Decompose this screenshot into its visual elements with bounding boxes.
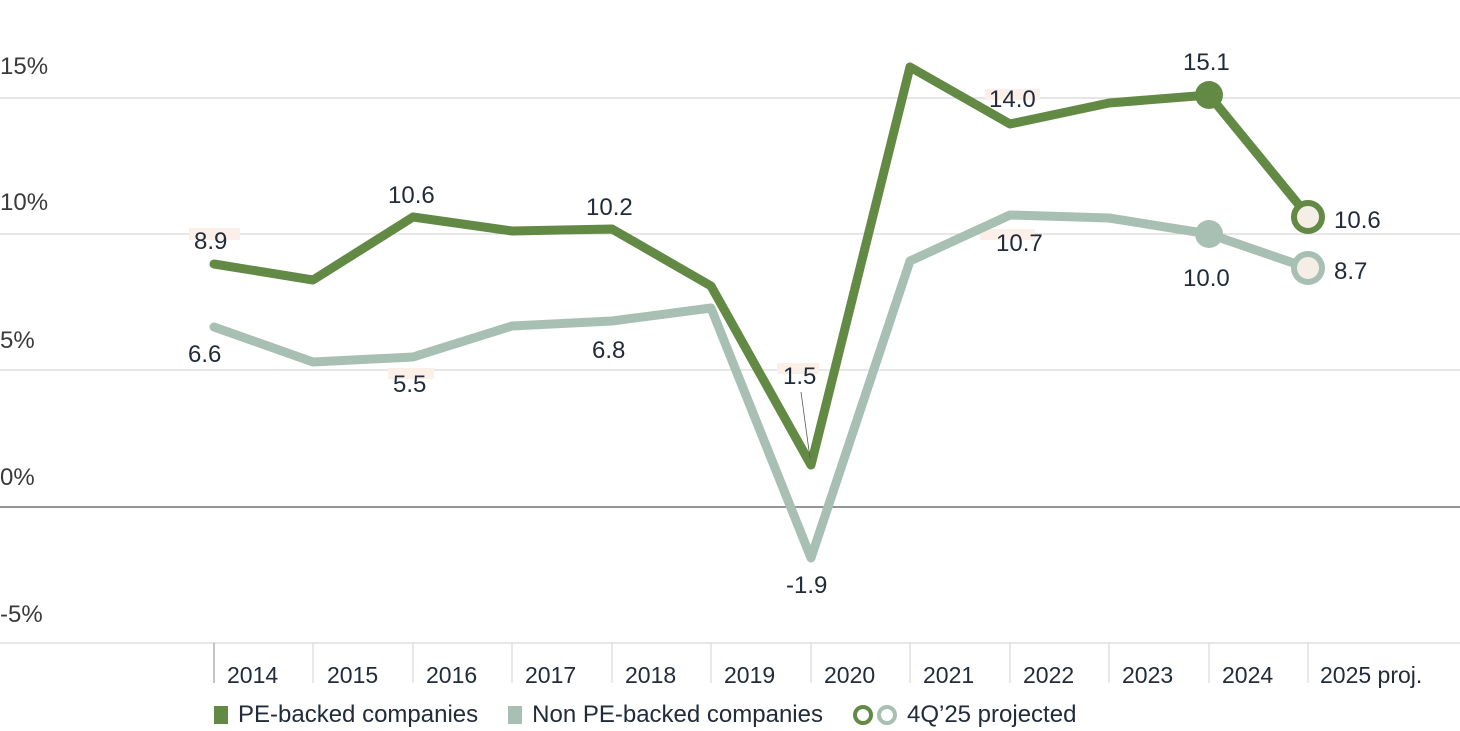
- y-tick-label: 0%: [0, 464, 35, 491]
- data-label: 6.6: [188, 341, 221, 368]
- data-label: 5.5: [393, 371, 426, 398]
- y-tick-label: 5%: [0, 327, 35, 354]
- legend-item-non-pe: Non PE-backed companies: [508, 701, 823, 729]
- non-pe-swatch-icon: [508, 706, 523, 724]
- non-pe-2025-projected-marker: [1291, 251, 1325, 285]
- data-label: 1.5: [783, 363, 816, 390]
- data-label: 10.6: [1334, 207, 1381, 234]
- x-tick-label: 2015: [327, 662, 378, 688]
- non-pe-2024-marker: [1195, 220, 1223, 248]
- pe-2025-projected-marker: [1291, 200, 1325, 234]
- gridlines: [0, 97, 1460, 644]
- data-label: 14.0: [989, 86, 1036, 113]
- x-tick-label: 2020: [824, 662, 875, 688]
- non-pe-data-labels: 6.6 5.5 6.8 -1.9 10.7 10.0 8.7: [188, 230, 1367, 599]
- y-tick-label: -5%: [0, 601, 43, 628]
- pe-swatch-icon: [214, 706, 228, 724]
- pe-backed-line: [209, 62, 1313, 470]
- non-pe-ring-icon: [876, 705, 897, 725]
- x-tick-label: 2014: [227, 662, 278, 688]
- data-label: 10.0: [1183, 265, 1230, 292]
- x-tick-label: 2016: [426, 662, 477, 688]
- x-tick-label: 2017: [525, 662, 576, 688]
- data-label: 10.2: [586, 194, 633, 221]
- pe-data-labels: 8.9 10.6 10.2 1.5 14.0 15.1 10.6: [194, 49, 1381, 390]
- x-tick-label: 2025 proj.: [1320, 662, 1422, 688]
- pe-2024-marker: [1195, 81, 1223, 109]
- y-axis: 15% 10% 5% 0% -5%: [0, 53, 48, 628]
- legend-label: 4Q’25 projected: [906, 701, 1077, 728]
- data-label: 6.8: [592, 337, 625, 364]
- data-label: 10.7: [996, 230, 1043, 257]
- non-pe-backed-line: [209, 210, 1313, 563]
- x-tick-label: 2023: [1122, 662, 1173, 688]
- x-axis: 2014 2015 2016 2017 2018 2019 2020 2021 …: [227, 662, 1422, 688]
- x-tick-label: 2024: [1222, 662, 1273, 688]
- chart-legend: PE-backed companies Non PE-backed compan…: [214, 700, 1106, 730]
- legend-label: PE-backed companies: [238, 701, 479, 728]
- legend-item-pe: PE-backed companies: [214, 701, 478, 729]
- y-tick-label: 10%: [0, 189, 48, 216]
- y-tick-label: 15%: [0, 53, 48, 80]
- data-label: 10.6: [388, 182, 435, 209]
- x-tick-label: 2022: [1023, 662, 1074, 688]
- data-label: 8.7: [1334, 258, 1367, 285]
- data-label: -1.9: [786, 572, 827, 599]
- data-label: 8.9: [194, 228, 227, 255]
- pe-ring-icon: [852, 705, 873, 725]
- data-label: 15.1: [1183, 49, 1230, 76]
- legend-item-projected: 4Q’25 projected: [852, 701, 1077, 729]
- leader-line: [800, 391, 811, 459]
- label-highlights: [189, 89, 1040, 379]
- x-tick-label: 2019: [724, 662, 775, 688]
- legend-label: Non PE-backed companies: [532, 701, 823, 728]
- x-tick-label: 2021: [923, 662, 974, 688]
- x-tick-label: 2018: [625, 662, 676, 688]
- x-axis-ticks: [213, 643, 1309, 683]
